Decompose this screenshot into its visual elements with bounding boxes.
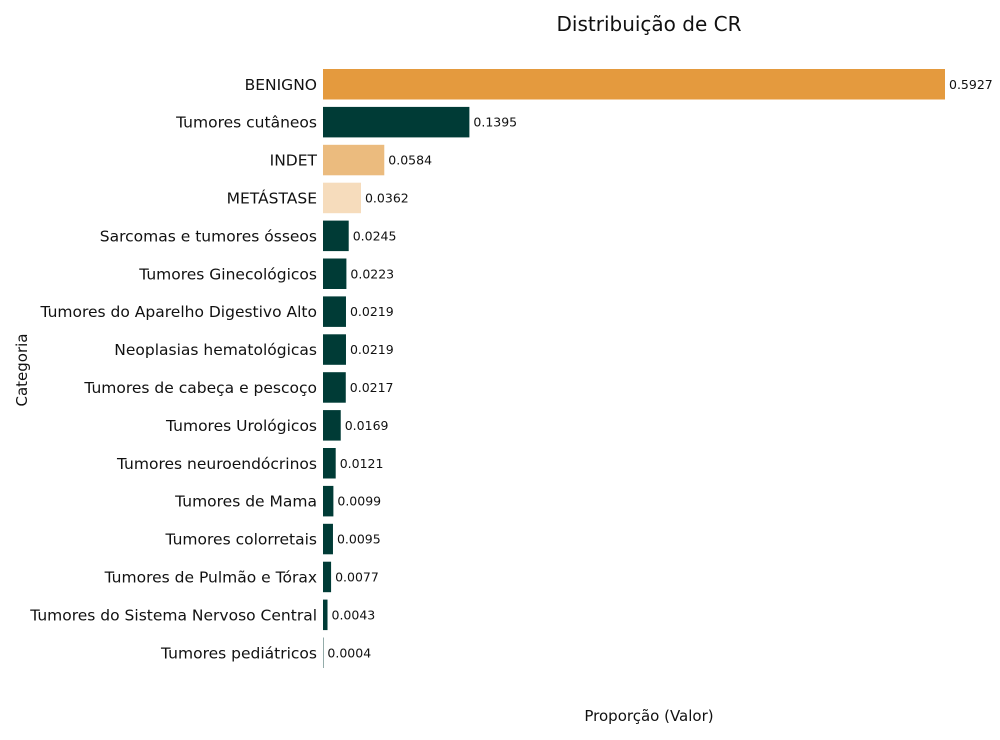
value-label: 0.0219 xyxy=(350,304,394,319)
bar xyxy=(323,485,334,517)
bar xyxy=(323,220,349,252)
value-label: 0.5927 xyxy=(949,77,993,92)
category-label: Tumores neuroendócrinos xyxy=(116,455,317,473)
category-label: Neoplasias hematológicas xyxy=(114,341,317,359)
bar xyxy=(323,561,332,593)
category-label: Tumores de Pulmão e Tórax xyxy=(104,568,317,586)
chart-title: Distribuição de CR xyxy=(557,12,742,36)
value-label: 0.0217 xyxy=(350,380,394,395)
value-label: 0.0095 xyxy=(337,532,381,547)
bar xyxy=(323,523,333,555)
category-label: Tumores cutâneos xyxy=(175,114,317,132)
value-label: 0.0121 xyxy=(340,456,384,471)
bar xyxy=(323,410,341,441)
category-label: Tumores do Aparelho Digestivo Alto xyxy=(39,303,317,321)
value-label: 0.0223 xyxy=(350,266,394,281)
value-label: 0.0219 xyxy=(350,342,394,357)
category-label: Tumores de cabeça e pescoço xyxy=(83,379,317,397)
bar xyxy=(323,372,346,403)
category-label: Tumores colorretais xyxy=(164,531,317,549)
category-label: Tumores do Sistema Nervoso Central xyxy=(29,606,317,624)
bar xyxy=(323,599,328,631)
value-label: 0.0099 xyxy=(337,494,381,509)
y-axis-label: Categoria xyxy=(13,333,31,406)
x-axis-label: Proporção (Valor) xyxy=(584,707,713,725)
category-label: Sarcomas e tumores ósseos xyxy=(100,227,317,245)
value-label: 0.0169 xyxy=(345,418,389,433)
bar xyxy=(323,106,470,138)
category-label: Tumores Ginecológicos xyxy=(138,265,317,283)
value-label: 0.0004 xyxy=(327,645,371,660)
category-label: METÁSTASE xyxy=(227,188,317,207)
bar xyxy=(323,296,346,327)
category-label: BENIGNO xyxy=(245,76,317,94)
bar xyxy=(323,182,361,214)
value-label: 0.0245 xyxy=(353,228,397,243)
bar xyxy=(323,448,336,479)
bar xyxy=(323,144,385,176)
category-label: Tumores de Mama xyxy=(174,493,317,511)
value-label: 0.1395 xyxy=(473,115,517,130)
category-label: Tumores pediátricos xyxy=(160,644,317,662)
category-label: Tumores Urológicos xyxy=(165,417,317,435)
value-label: 0.0584 xyxy=(388,153,432,168)
bar xyxy=(323,334,346,365)
bar xyxy=(323,258,347,289)
value-label: 0.0362 xyxy=(365,190,409,205)
bar-group: BENIGNO 0.5927 Tumores cutâneos 0.1395 INDET… xyxy=(29,69,993,668)
value-label: 0.0077 xyxy=(335,569,379,584)
value-label: 0.0043 xyxy=(332,607,376,622)
category-label: INDET xyxy=(270,152,318,170)
bar xyxy=(323,69,945,100)
